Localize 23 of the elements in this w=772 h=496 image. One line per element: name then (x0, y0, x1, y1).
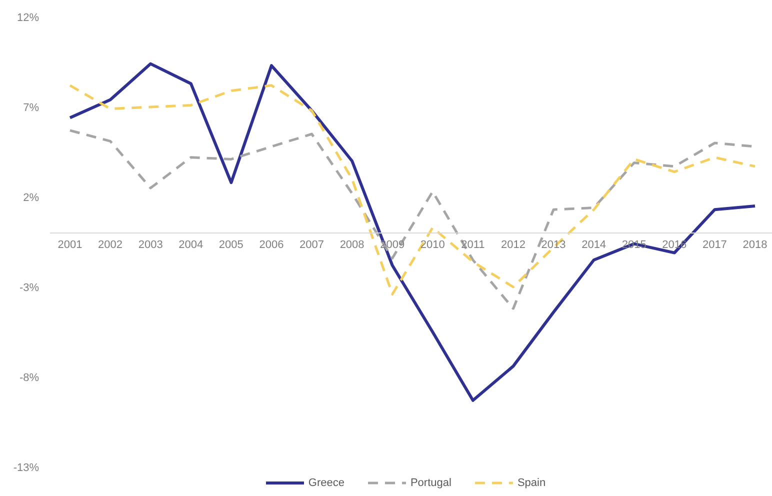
x-tick-label: 2012 (500, 238, 526, 251)
legend-label: Portugal (410, 477, 452, 489)
y-tick-label: 12% (16, 12, 40, 24)
legend-label: Greece (308, 477, 344, 489)
y-tick-label: 7% (23, 102, 40, 114)
x-tick-label: 2015 (622, 238, 646, 251)
x-tick-label: 2003 (138, 238, 163, 251)
y-tick-label: -13% (13, 462, 40, 474)
x-tick-label: 2014 (582, 238, 606, 251)
x-tick-label: 2002 (98, 238, 123, 251)
x-tick-label: 2004 (178, 238, 204, 251)
x-tick-label: 2001 (58, 238, 82, 251)
x-tick-label: 2018 (742, 238, 768, 251)
x-tick-label: 2006 (259, 238, 284, 251)
legend-label: Spain (517, 477, 546, 489)
x-tick-label: 2017 (702, 238, 727, 251)
x-tick-label: 2007 (300, 238, 324, 251)
y-tick-label: -8% (19, 372, 40, 384)
x-tick-label: 2005 (218, 238, 244, 251)
x-tick-label: 2008 (340, 238, 364, 251)
y-tick-label: 2% (23, 192, 40, 204)
x-tick-label: 2013 (541, 238, 566, 251)
y-tick-label: -3% (19, 282, 40, 294)
